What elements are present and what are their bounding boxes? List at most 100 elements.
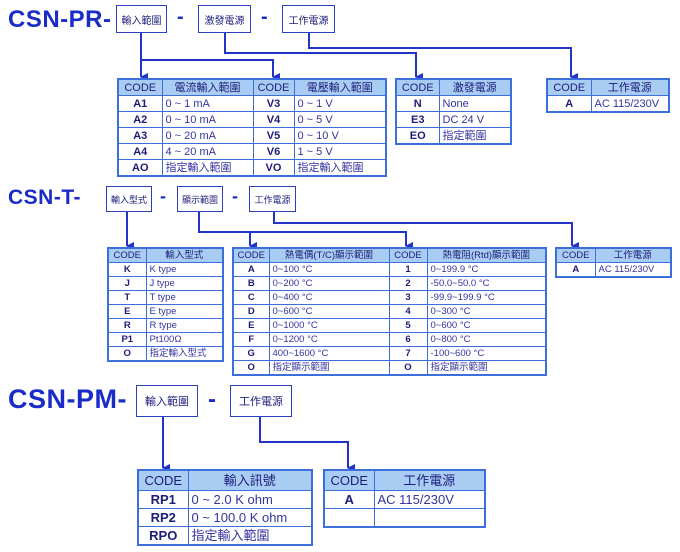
code-cell: C: [232, 290, 270, 305]
value-cell: K type: [145, 262, 224, 277]
t-display-range-box: 顯示範圍: [177, 186, 223, 212]
pr-excitation-table: CODE 激發電源 N None E3 DC 24 V EO 指定範圍: [395, 78, 512, 145]
code-cell: T: [107, 290, 147, 305]
pm-input-range-box: 輸入範圍: [136, 385, 198, 417]
column-header-code: CODE: [555, 247, 596, 263]
value-cell: E type: [145, 304, 224, 319]
table-header-row: CODE 電流輸入範圍 CODE 電壓輸入範圍: [117, 78, 387, 96]
value-cell: 0~1000 °C: [268, 318, 390, 333]
table-row: A 0~100 °C 1 0~199.9 °C: [232, 262, 547, 277]
value-cell: 指定顯示範圍: [426, 360, 547, 376]
code-cell: O: [232, 360, 270, 376]
code-cell: K: [107, 262, 147, 277]
column-header-code: CODE: [395, 78, 440, 96]
table-row: A AC 115/230V: [323, 490, 486, 509]
table-row: A AC 115/230V: [555, 262, 672, 278]
table-row: G 400~1600 °C 7 -100~600 °C: [232, 346, 547, 361]
column-header-code: CODE: [117, 78, 163, 96]
table-row: RP1 0 ~ 2.0 K ohm: [137, 490, 313, 509]
code-cell: RP1: [137, 490, 189, 509]
value-cell: T type: [145, 290, 224, 305]
pm-power-box: 工作電源: [230, 385, 292, 417]
value-cell: 0~600 °C: [268, 304, 390, 319]
value-cell: J type: [145, 276, 224, 291]
value-cell: 指定範圍: [438, 127, 512, 145]
value-cell: None: [438, 95, 512, 112]
pr-power-table: CODE 工作電源 A AC 115/230V: [546, 78, 670, 113]
table-row: D 0~600 °C 4 0~300 °C: [232, 304, 547, 319]
code-cell: 1: [388, 262, 428, 277]
table-row: N None: [395, 95, 512, 112]
code-cell: B: [232, 276, 270, 291]
dash: -: [208, 386, 216, 413]
code-cell: 4: [388, 304, 428, 319]
column-header-description: 熱電阻(Rtd)顯示範圍: [426, 247, 547, 263]
code-cell: 2: [388, 276, 428, 291]
value-cell: 0~200 °C: [268, 276, 390, 291]
value-cell: 0~100 °C: [268, 262, 390, 277]
connector-t-power: [273, 212, 579, 250]
connector-pr-input-voltage: [141, 59, 280, 81]
value-cell: 4 ~ 20 mA: [161, 143, 254, 160]
model-title-t: CSN-T-: [8, 186, 81, 209]
table-row: EO 指定範圍: [395, 127, 512, 145]
code-cell: D: [232, 304, 270, 319]
value-cell: -100~600 °C: [426, 346, 547, 361]
column-header-code: CODE: [107, 247, 147, 263]
model-title-pr: CSN-PR-: [8, 6, 112, 33]
code-cell: 7: [388, 346, 428, 361]
code-cell: V6: [252, 143, 295, 160]
table-row: E 0~1000 °C 5 0~600 °C: [232, 318, 547, 333]
code-cell: V4: [252, 111, 295, 128]
value-cell: R type: [145, 318, 224, 333]
value-cell: AC 115/230V: [594, 262, 672, 278]
code-cell: RPO: [137, 526, 189, 546]
code-cell: A4: [117, 143, 163, 160]
value-cell: [373, 508, 486, 528]
code-cell: E3: [395, 111, 440, 128]
table-header-row: CODE 工作電源: [546, 78, 670, 96]
dash: -: [160, 186, 166, 206]
pr-excitation-box: 激發電源: [198, 5, 251, 33]
value-cell: 0 ~ 100.0 K ohm: [187, 508, 313, 527]
column-header-description: 熱電偶(T/C)顯示範圍: [268, 247, 390, 263]
table-row: E3 DC 24 V: [395, 111, 512, 128]
value-cell: DC 24 V: [438, 111, 512, 128]
value-cell: 400~1600 °C: [268, 346, 390, 361]
column-header-description: 電壓輸入範圍: [293, 78, 387, 96]
value-cell: 0 ~ 20 mA: [161, 127, 254, 144]
table-header-row: CODE 工作電源: [323, 469, 486, 491]
code-cell: EO: [395, 127, 440, 145]
column-header-description: 工作電源: [594, 247, 672, 263]
value-cell: 指定輸入範圍: [293, 159, 387, 177]
value-cell: 0 ~ 1 V: [293, 95, 387, 112]
value-cell: -99.9~199.9 °C: [426, 290, 547, 305]
pm-input-table: CODE 輸入訊號 RP1 0 ~ 2.0 K ohm RP2 0 ~ 100.0 K o…: [137, 469, 313, 546]
value-cell: 0 ~ 10 mA: [161, 111, 254, 128]
code-cell: A2: [117, 111, 163, 128]
connector-pr-excitation: [224, 32, 423, 81]
pm-power-table: CODE 工作電源 A AC 115/230V: [323, 469, 486, 528]
code-cell: A: [555, 262, 596, 278]
dash: -: [261, 6, 268, 28]
value-cell: 0 ~ 1 mA: [161, 95, 254, 112]
code-cell: O: [107, 346, 147, 362]
table-row: A3 0 ~ 20 mA V5 0 ~ 10 V: [117, 127, 387, 144]
code-cell: 6: [388, 332, 428, 347]
column-header-description: 輸入型式: [145, 247, 224, 263]
table-header-row: CODE 輸入訊號: [137, 469, 313, 491]
table-header-row: CODE 熱電偶(T/C)顯示範圍 CODE 熱電阻(Rtd)顯示範圍: [232, 247, 547, 263]
column-header-code: CODE: [388, 247, 428, 263]
t-display-table: CODE 熱電偶(T/C)顯示範圍 CODE 熱電阻(Rtd)顯示範圍 A 0~100 °…: [232, 247, 547, 376]
table-row: F 0~1200 °C 6 0~800 °C: [232, 332, 547, 347]
value-cell: 0~800 °C: [426, 332, 547, 347]
table-row: A1 0 ~ 1 mA V3 0 ~ 1 V: [117, 95, 387, 112]
code-cell: A: [546, 95, 592, 113]
code-cell: A1: [117, 95, 163, 112]
column-header-description: 電流輸入範圍: [161, 78, 254, 96]
column-header-code: CODE: [137, 469, 189, 491]
code-cell: N: [395, 95, 440, 112]
table-row: O 指定顯示範圍 O 指定顯示範圍: [232, 360, 547, 376]
